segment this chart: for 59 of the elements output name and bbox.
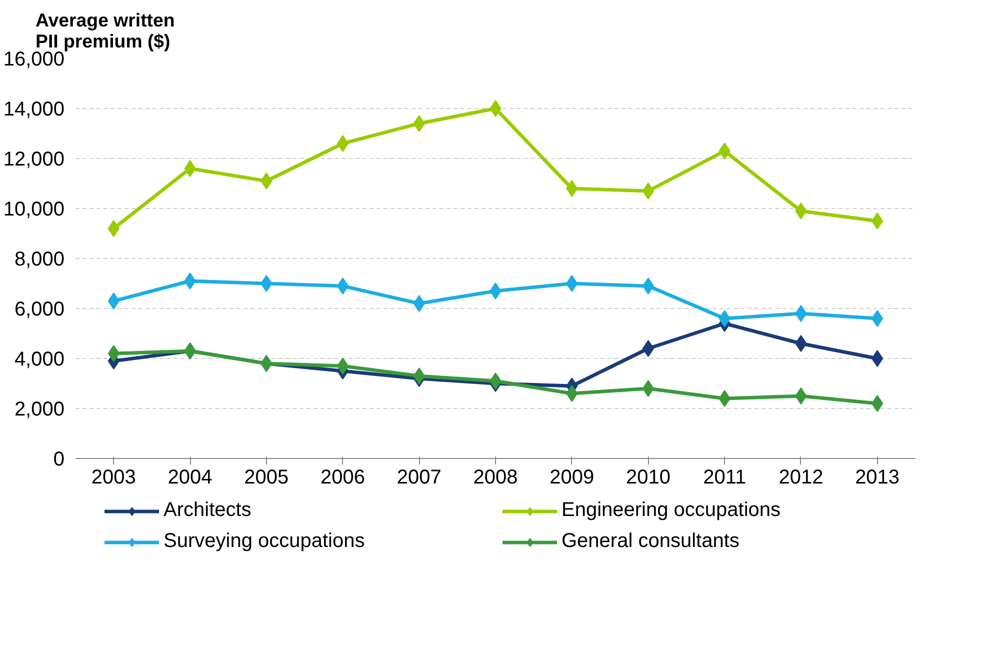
point (108, 220, 120, 237)
point (490, 282, 502, 300)
point (642, 278, 654, 294)
point (642, 380, 654, 397)
legend-label: Surveying occupations (164, 530, 366, 553)
x-tick-label: 2010 (626, 466, 670, 488)
point (642, 182, 654, 200)
point (795, 335, 807, 352)
point (413, 368, 425, 384)
y-tick-label: 16,000 (3, 48, 64, 70)
point (566, 275, 578, 292)
y-tick-label: 6,000 (14, 298, 65, 320)
point (490, 100, 502, 117)
x-tick-label: 2012 (778, 466, 824, 488)
x-tick-label: 2006 (320, 466, 366, 488)
legend-label: Engineering occupations (562, 499, 782, 522)
point (260, 172, 272, 190)
point (566, 180, 578, 197)
point (871, 310, 884, 327)
y-axis-title: Average written PII premium ($) (36, 10, 175, 52)
legend-label: Architects (164, 499, 252, 522)
y-tick-label: 0 (53, 448, 64, 470)
y-tick-label: 4,000 (14, 348, 65, 370)
point (413, 295, 425, 312)
point (336, 358, 349, 374)
point (795, 305, 807, 322)
y-tick-label: 14,000 (3, 98, 64, 120)
x-tick-label: 2013 (855, 466, 900, 488)
x-tick-label: 2007 (396, 466, 442, 488)
point (871, 212, 884, 230)
point (871, 395, 884, 412)
x-tick-label: 2009 (550, 466, 594, 488)
point (413, 115, 425, 132)
point (718, 310, 730, 327)
x-tick-label: 2004 (168, 466, 212, 488)
point (336, 278, 349, 294)
y-tick-label: 2,000 (14, 398, 65, 420)
point (490, 372, 502, 390)
point (566, 385, 578, 402)
x-tick-label: 2011 (703, 466, 746, 488)
legend-label: General consultants (562, 530, 740, 553)
point (795, 202, 807, 220)
point (108, 292, 120, 310)
point (718, 142, 730, 160)
y-tick-label: 8,000 (14, 248, 65, 270)
point (336, 135, 349, 152)
y-tick-label: 10,000 (3, 198, 64, 220)
point (718, 390, 730, 407)
x-tick-label: 2008 (473, 466, 518, 488)
point (795, 388, 807, 404)
x-tick-label: 2005 (244, 466, 289, 488)
x-tick-label: 2003 (91, 466, 136, 488)
point (184, 160, 196, 177)
point (871, 350, 884, 367)
point (108, 345, 120, 362)
point (260, 275, 272, 292)
point (184, 272, 196, 290)
y-tick-label: 12,000 (3, 148, 64, 170)
point (642, 340, 654, 357)
